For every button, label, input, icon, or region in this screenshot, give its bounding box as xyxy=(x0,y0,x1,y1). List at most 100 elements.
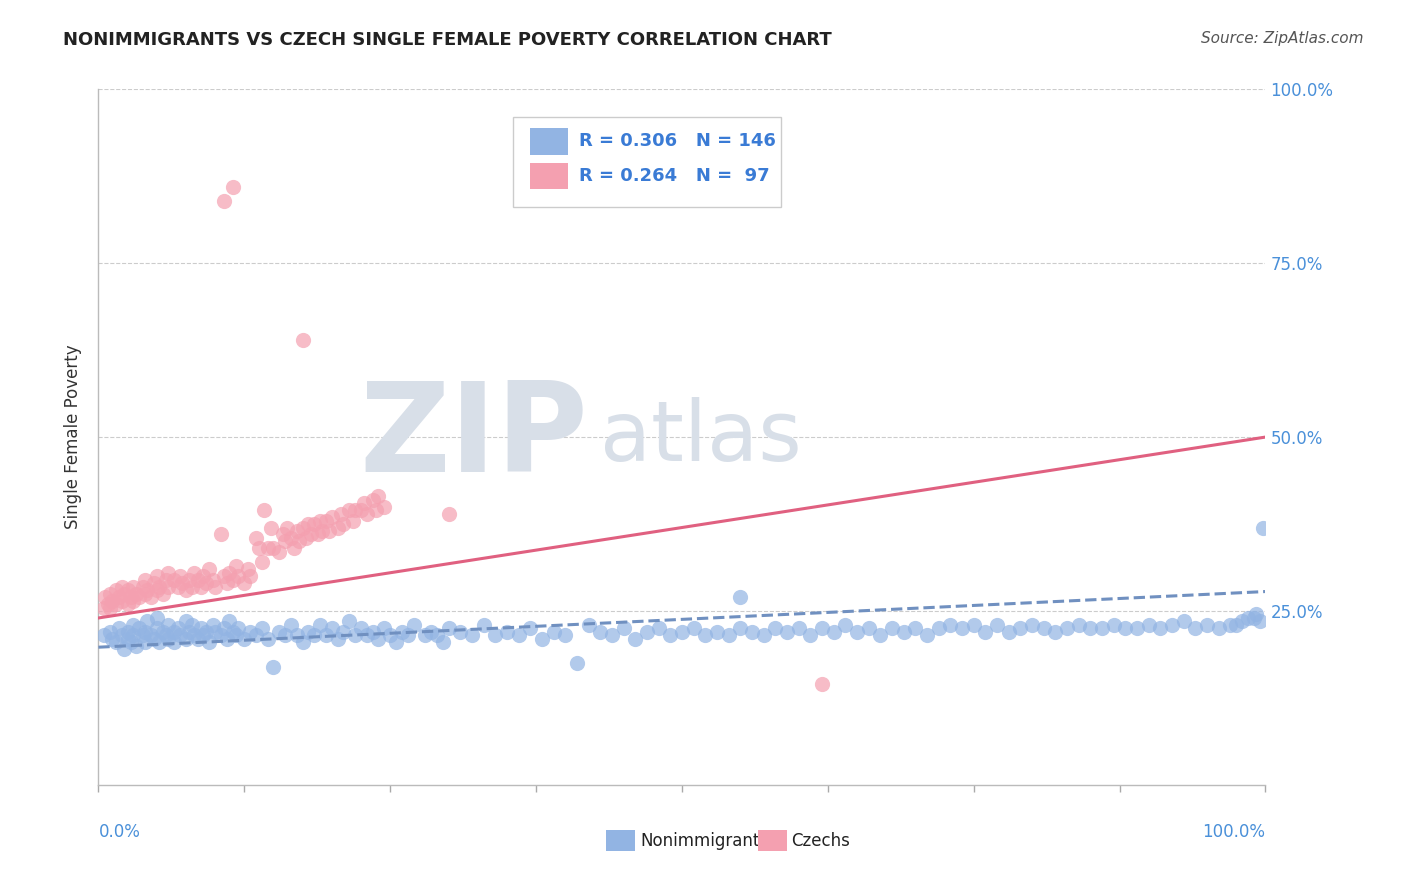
Point xyxy=(221,179,243,194)
Point xyxy=(288,534,311,549)
Point xyxy=(146,569,169,583)
Point xyxy=(530,632,553,646)
Point xyxy=(366,503,388,517)
Point xyxy=(93,600,115,615)
Point xyxy=(169,628,191,642)
Point xyxy=(373,500,395,514)
Point xyxy=(869,628,891,642)
Point xyxy=(256,541,278,556)
Point xyxy=(233,576,256,591)
Point xyxy=(543,624,565,639)
Point xyxy=(437,621,460,635)
Point xyxy=(280,618,302,632)
Point xyxy=(291,520,314,534)
Point xyxy=(201,573,224,587)
Point xyxy=(172,576,194,591)
Text: R = 0.306   N = 146: R = 0.306 N = 146 xyxy=(579,132,776,151)
Point xyxy=(190,621,212,635)
Point xyxy=(496,624,519,639)
Point xyxy=(484,628,506,642)
Point xyxy=(763,621,786,635)
Bar xyxy=(530,163,568,189)
Point xyxy=(461,628,484,642)
Point xyxy=(1114,621,1136,635)
Point xyxy=(432,635,454,649)
Point xyxy=(198,562,221,576)
Point xyxy=(326,632,349,646)
Point xyxy=(218,566,240,580)
Point xyxy=(180,580,202,594)
Point xyxy=(183,566,205,580)
Point xyxy=(1195,618,1218,632)
Bar xyxy=(530,128,568,154)
Point xyxy=(112,587,135,601)
Point xyxy=(578,618,600,632)
Point xyxy=(565,657,588,671)
Point xyxy=(104,597,127,611)
Point xyxy=(350,621,373,635)
Point xyxy=(94,590,117,604)
Point xyxy=(846,624,869,639)
Point xyxy=(730,621,752,635)
Point xyxy=(112,642,135,657)
Bar xyxy=(758,830,787,851)
Point xyxy=(1056,621,1078,635)
Point xyxy=(157,580,180,594)
Point xyxy=(939,618,962,632)
Point xyxy=(128,590,150,604)
Point xyxy=(893,624,915,639)
Point xyxy=(717,628,740,642)
Point xyxy=(98,624,121,639)
Point xyxy=(508,628,530,642)
Point xyxy=(101,632,124,646)
Point xyxy=(179,573,201,587)
Point xyxy=(309,618,332,632)
Point xyxy=(122,628,145,642)
Point xyxy=(356,628,378,642)
Point xyxy=(391,624,413,639)
Point xyxy=(214,621,236,635)
Point xyxy=(1137,618,1160,632)
Point xyxy=(163,624,186,639)
Point xyxy=(214,569,236,583)
Point xyxy=(309,514,332,528)
Point xyxy=(1251,520,1274,534)
Point xyxy=(193,628,215,642)
Point xyxy=(111,593,134,607)
Point xyxy=(997,624,1019,639)
Point xyxy=(125,639,148,653)
Point xyxy=(134,624,156,639)
Point xyxy=(752,628,775,642)
Point xyxy=(304,628,326,642)
Point xyxy=(299,527,322,541)
Point xyxy=(174,615,197,629)
Point xyxy=(187,632,209,646)
Point xyxy=(344,503,367,517)
Point xyxy=(367,632,389,646)
Point xyxy=(204,580,226,594)
Point xyxy=(280,531,302,545)
Point xyxy=(101,593,124,607)
Point xyxy=(904,621,927,635)
Point xyxy=(122,618,145,632)
Point xyxy=(215,576,238,591)
Point xyxy=(373,621,395,635)
Point xyxy=(221,624,243,639)
Point xyxy=(1184,621,1206,635)
Point xyxy=(1067,618,1090,632)
Point xyxy=(262,541,284,556)
Point xyxy=(787,621,810,635)
Point xyxy=(330,507,353,521)
FancyBboxPatch shape xyxy=(513,117,782,208)
Point xyxy=(1102,618,1125,632)
Point xyxy=(624,632,647,646)
Point xyxy=(225,628,247,642)
Point xyxy=(274,534,297,549)
Point xyxy=(214,194,236,208)
Point xyxy=(271,527,294,541)
Point xyxy=(174,583,197,598)
Point xyxy=(380,628,402,642)
Point xyxy=(659,628,682,642)
Point xyxy=(986,618,1008,632)
Text: NONIMMIGRANTS VS CZECH SINGLE FEMALE POVERTY CORRELATION CHART: NONIMMIGRANTS VS CZECH SINGLE FEMALE POV… xyxy=(63,31,832,49)
